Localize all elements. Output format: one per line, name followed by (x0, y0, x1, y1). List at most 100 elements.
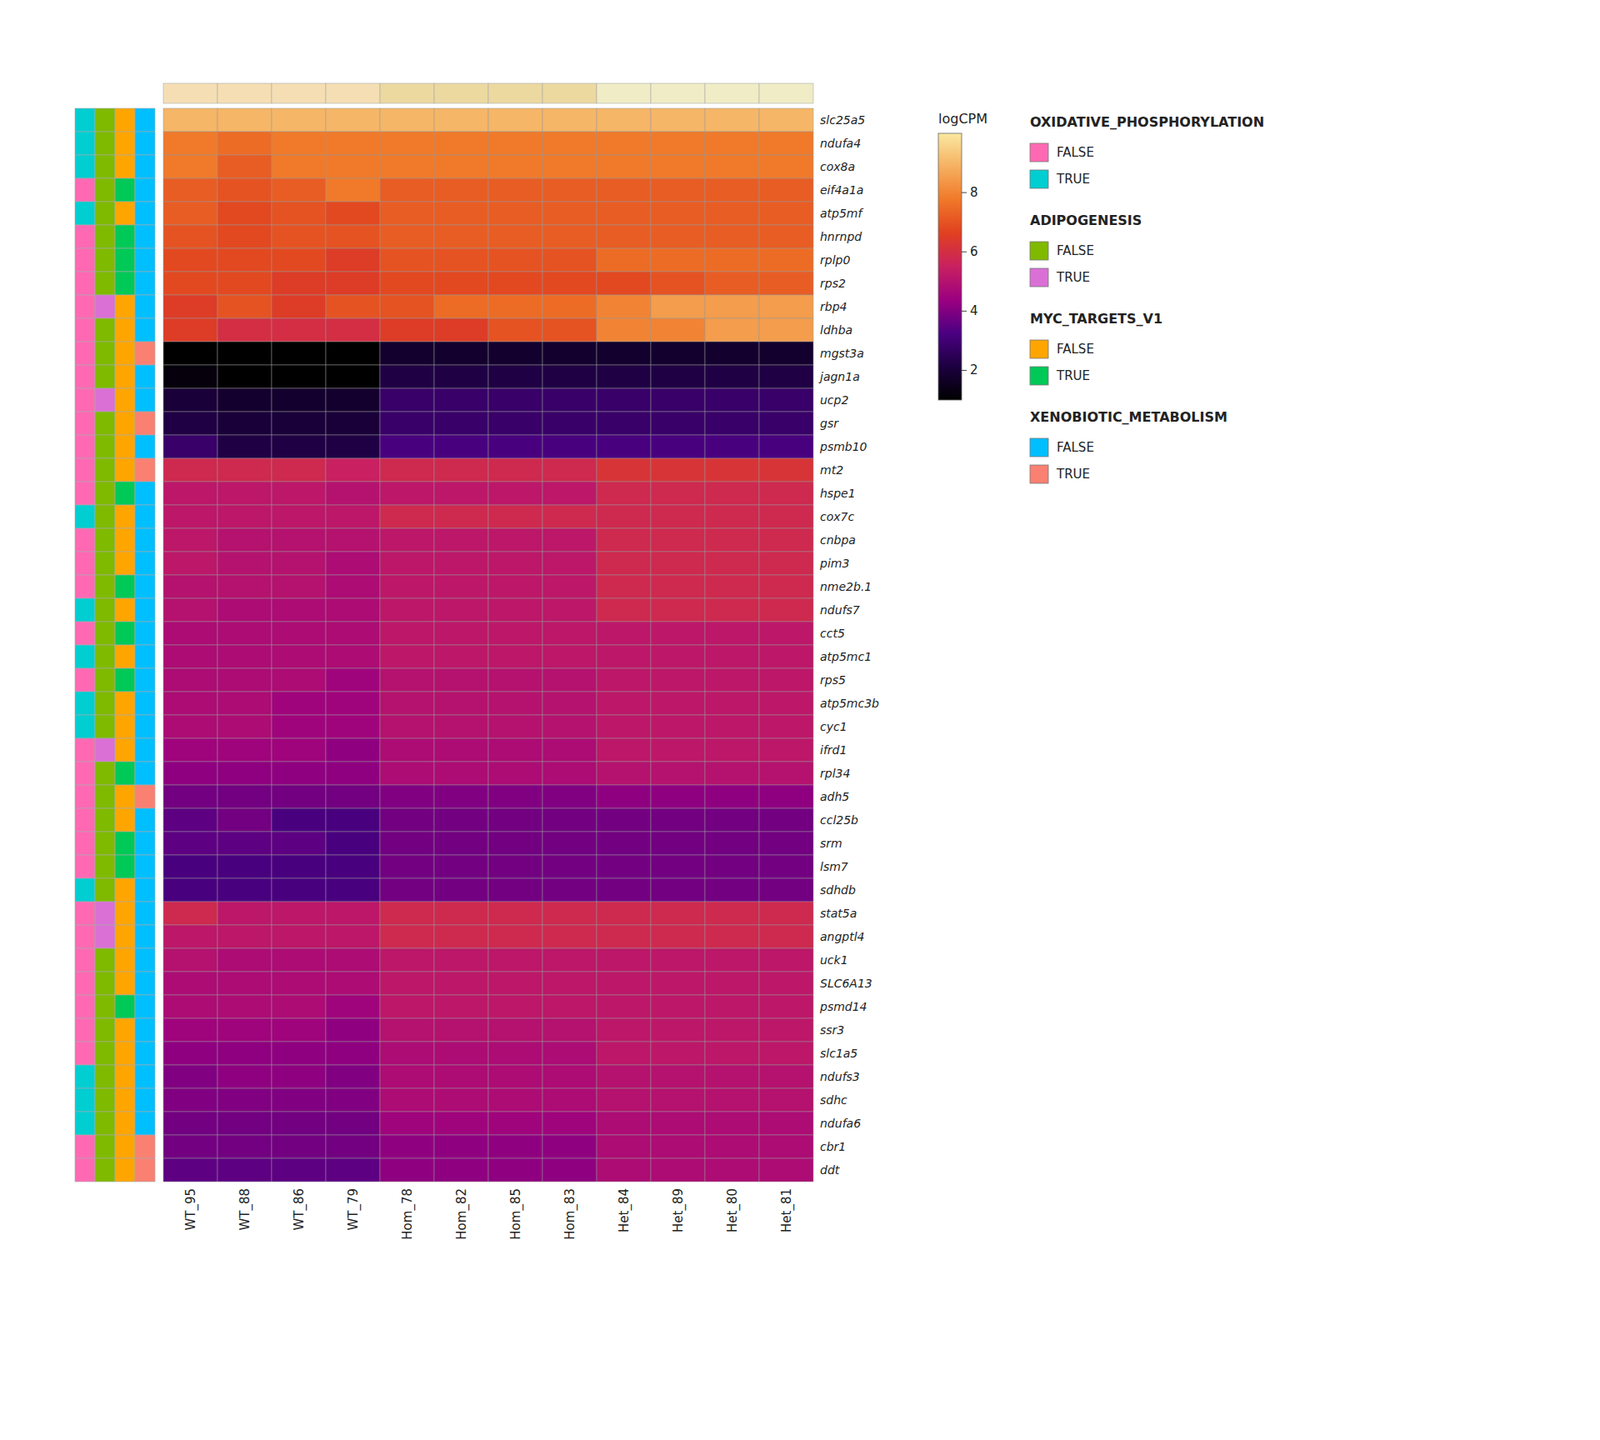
heatmap-cell (217, 831, 272, 855)
heatmap-cell (325, 715, 380, 739)
heatmap-cell (705, 1135, 760, 1159)
heatmap-cell (596, 855, 651, 879)
heatmap-cell (488, 785, 543, 809)
heatmap-cell (542, 131, 597, 155)
heatmap-cell (380, 808, 435, 832)
row-annotation (75, 108, 155, 1182)
row-label: atp5mc3b (820, 696, 880, 710)
heatmap-cell (271, 295, 326, 319)
heatmap-cell (542, 411, 597, 435)
heatmap-cell (650, 551, 705, 575)
legend-swatch (1030, 241, 1049, 260)
row-label: uck1 (820, 953, 849, 967)
heatmap-cell (488, 948, 543, 972)
heatmap-cell (705, 155, 760, 179)
heatmap-cell (434, 528, 489, 552)
heatmap-cell (380, 575, 435, 599)
heatmap-cell (434, 295, 489, 319)
heatmap-cell (217, 1018, 272, 1042)
heatmap-cell (271, 691, 326, 715)
heatmap-cell (596, 365, 651, 389)
row-annotation-cell (115, 901, 135, 925)
row-annotation-cell (95, 621, 115, 645)
heatmap-cell (705, 131, 760, 155)
row-label: lsm7 (820, 860, 849, 874)
heatmap-cell (163, 785, 218, 809)
heatmap-cell (596, 318, 651, 342)
heatmap-cell (596, 1018, 651, 1042)
heatmap-cell (271, 1111, 326, 1135)
heatmap-cell (325, 318, 380, 342)
heatmap-cell (759, 995, 814, 1019)
row-annotation-cell (75, 971, 95, 995)
row-annotation-cell (135, 341, 155, 365)
heatmap-cell (705, 645, 760, 669)
heatmap-cell (542, 761, 597, 785)
heatmap-cell (434, 1018, 489, 1042)
row-annotation-cell (95, 201, 115, 225)
row-annotation-cell (115, 1088, 135, 1112)
heatmap-cell (271, 411, 326, 435)
heatmap-cell (596, 948, 651, 972)
row-annotation-cell (95, 318, 115, 342)
heatmap-cell (542, 668, 597, 692)
row-label: adh5 (820, 790, 850, 804)
heatmap-cell (650, 131, 705, 155)
heatmap-cell (596, 808, 651, 832)
heatmap-cell (163, 645, 218, 669)
heatmap-cell (705, 995, 760, 1019)
heatmap-cell (705, 901, 760, 925)
row-annotation-cell (135, 388, 155, 412)
heatmap-cell (271, 225, 326, 249)
heatmap-cell (542, 435, 597, 459)
heatmap-cell (542, 201, 597, 225)
heatmap-cell (434, 481, 489, 505)
column-label: Hom_78 (400, 1188, 416, 1240)
heatmap-cell (163, 528, 218, 552)
heatmap-cell (271, 738, 326, 762)
heatmap-cell (217, 1088, 272, 1112)
row-label: ndufs3 (820, 1070, 860, 1084)
row-annotation-cell (75, 855, 95, 879)
column-annotation-cell (650, 83, 705, 104)
heatmap-cell (163, 388, 218, 412)
row-annotation-cell (135, 551, 155, 575)
heatmap-cell (380, 901, 435, 925)
row-annotation-cell (115, 435, 135, 459)
heatmap-cell (434, 715, 489, 739)
heatmap-cell (596, 178, 651, 202)
heatmap-cell (705, 598, 760, 622)
heatmap-cell (434, 551, 489, 575)
heatmap-cell (596, 878, 651, 902)
heatmap-cell (217, 505, 272, 529)
row-annotation-cell (95, 901, 115, 925)
heatmap-cell (596, 505, 651, 529)
heatmap-cell (488, 388, 543, 412)
heatmap-cell (705, 388, 760, 412)
heatmap-cell (217, 178, 272, 202)
heatmap-cell (163, 1041, 218, 1065)
row-annotation-cell (95, 971, 115, 995)
heatmap-cell (650, 738, 705, 762)
row-annotation-cell (75, 1065, 95, 1089)
row-annotation-cell (115, 878, 135, 902)
heatmap-cell (650, 925, 705, 949)
heatmap-cell (271, 715, 326, 739)
heatmap-cell (163, 761, 218, 785)
row-annotation-cell (75, 1135, 95, 1159)
heatmap-cell (380, 131, 435, 155)
heatmap-cell (217, 598, 272, 622)
heatmap-cell (759, 971, 814, 995)
heatmap-cell (380, 995, 435, 1019)
heatmap-cell (217, 1158, 272, 1182)
heatmap-cell (325, 1065, 380, 1089)
row-annotation-cell (75, 481, 95, 505)
row-annotation-cell (115, 785, 135, 809)
heatmap-cell (596, 1088, 651, 1112)
heatmap-cell (271, 1158, 326, 1182)
heatmap-cell (271, 481, 326, 505)
row-annotation-cell (95, 505, 115, 529)
heatmap-cell (271, 458, 326, 482)
column-labels: WT_95WT_88WT_86WT_79Hom_78Hom_82Hom_85Ho… (183, 1188, 795, 1240)
row-annotation-cell (75, 645, 95, 669)
